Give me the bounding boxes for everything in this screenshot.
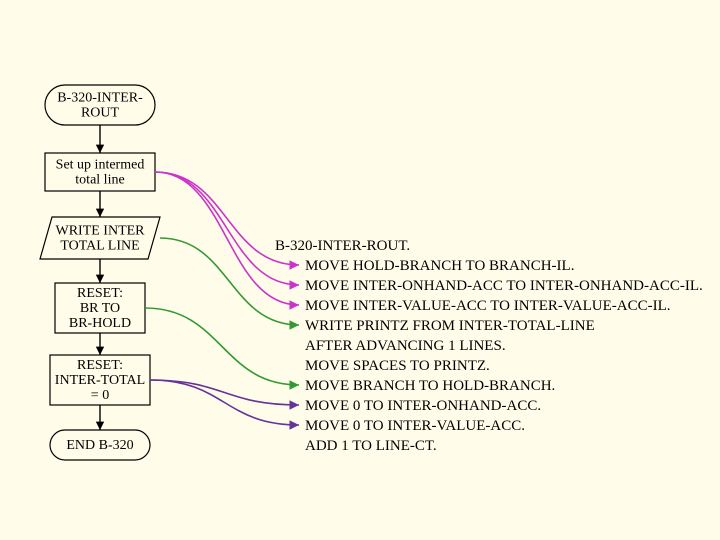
svg-text:MOVE SPACES TO PRINTZ.: MOVE SPACES TO PRINTZ. bbox=[305, 358, 490, 374]
svg-text:MOVE INTER-ONHAND-ACC TO INTER: MOVE INTER-ONHAND-ACC TO INTER-ONHAND-AC… bbox=[305, 278, 703, 294]
svg-text:ADD 1 TO LINE-CT.: ADD 1 TO LINE-CT. bbox=[305, 438, 437, 454]
svg-text:B-320-INTER-ROUT.: B-320-INTER-ROUT. bbox=[275, 238, 410, 254]
svg-text:INTER-TOTAL: INTER-TOTAL bbox=[55, 373, 145, 388]
svg-text:BR TO: BR TO bbox=[80, 301, 120, 316]
svg-text:MOVE BRANCH TO HOLD-BRANCH.: MOVE BRANCH TO HOLD-BRANCH. bbox=[305, 378, 555, 394]
svg-text:WRITE INTER: WRITE INTER bbox=[55, 224, 145, 239]
svg-text:AFTER ADVANCING 1 LINES.: AFTER ADVANCING 1 LINES. bbox=[305, 338, 506, 354]
svg-text:MOVE INTER-VALUE-ACC TO INTER-: MOVE INTER-VALUE-ACC TO INTER-VALUE-ACC-… bbox=[305, 298, 671, 314]
svg-text:RESET:: RESET: bbox=[77, 358, 123, 373]
svg-text:MOVE HOLD-BRANCH TO BRANCH-IL.: MOVE HOLD-BRANCH TO BRANCH-IL. bbox=[305, 258, 574, 274]
svg-text:= 0: = 0 bbox=[91, 388, 109, 403]
svg-text:MOVE 0 TO INTER-VALUE-ACC.: MOVE 0 TO INTER-VALUE-ACC. bbox=[305, 418, 525, 434]
svg-text:total line: total line bbox=[75, 173, 124, 188]
svg-text:MOVE 0 TO INTER-ONHAND-ACC.: MOVE 0 TO INTER-ONHAND-ACC. bbox=[305, 398, 541, 414]
svg-text:WRITE PRINTZ FROM INTER-TOTAL-: WRITE PRINTZ FROM INTER-TOTAL-LINE bbox=[305, 318, 595, 334]
svg-text:RESET:: RESET: bbox=[77, 286, 123, 301]
svg-text:TOTAL LINE: TOTAL LINE bbox=[60, 239, 139, 254]
flowchart-diagram: B-320-INTER-ROUT Set up intermedtotal lin… bbox=[0, 0, 720, 540]
svg-text:B-320-INTER-: B-320-INTER- bbox=[57, 91, 143, 106]
svg-text:END B-320: END B-320 bbox=[66, 438, 133, 453]
svg-text:Set up intermed: Set up intermed bbox=[56, 158, 145, 173]
svg-text:BR-HOLD: BR-HOLD bbox=[69, 316, 131, 331]
svg-text:ROUT: ROUT bbox=[81, 106, 120, 121]
